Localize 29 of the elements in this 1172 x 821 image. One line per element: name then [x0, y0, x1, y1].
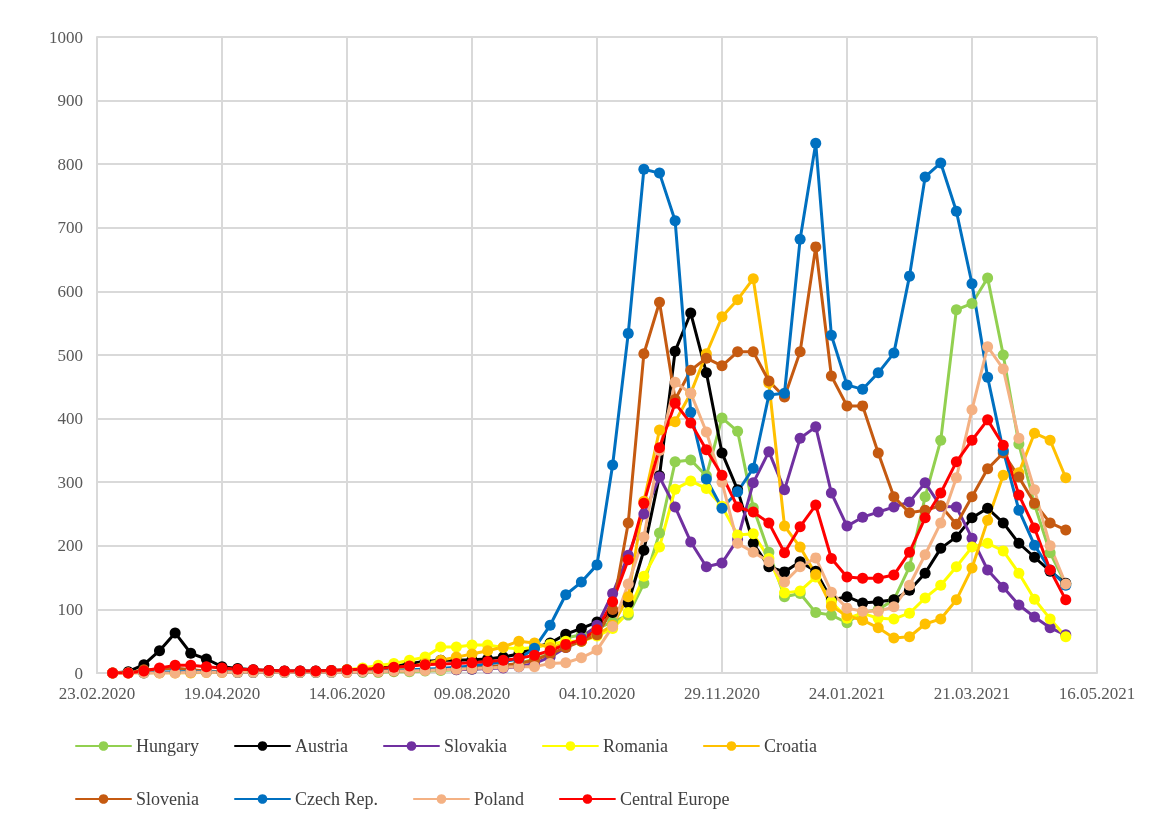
x-tick-label: 04.10.2020: [558, 684, 636, 703]
legend-label: Hungary: [136, 736, 199, 756]
y-tick-label: 500: [57, 345, 83, 365]
legend-label: Croatia: [763, 736, 817, 756]
legend-label: Austria: [294, 736, 348, 756]
legend-label: Slovenia: [136, 789, 199, 809]
x-tick-label: 23.02.2020: [58, 684, 136, 703]
y-tick-label: 100: [57, 599, 83, 619]
legend-label: Romania: [602, 736, 668, 756]
y-tick-label: 1000: [49, 27, 83, 47]
x-tick-label: 16.05.2021: [1058, 684, 1136, 703]
legend-label: Central Europe: [619, 789, 730, 809]
y-tick-label: 700: [57, 218, 83, 238]
x-tick-label: 21.03.2021: [933, 684, 1011, 703]
y-tick-label: 900: [57, 91, 83, 111]
x-tick-label: 29.11.2020: [684, 684, 760, 703]
y-tick-label: 0: [74, 663, 83, 683]
y-tick-label: 400: [57, 409, 83, 429]
y-tick-label: 300: [57, 472, 83, 492]
legend-label: Slovakia: [443, 736, 507, 756]
x-tick-label: 19.04.2020: [183, 684, 261, 703]
x-tick-label: 24.01.2021: [808, 684, 886, 703]
y-tick-label: 600: [57, 281, 83, 301]
x-tick-label: 09.08.2020: [433, 684, 511, 703]
legend-label: Czech Rep.: [294, 789, 378, 809]
y-tick-label: 800: [57, 154, 83, 174]
y-tick-label: 200: [57, 536, 83, 556]
legend-label: Poland: [473, 789, 524, 809]
x-tick-label: 14.06.2020: [308, 684, 386, 703]
